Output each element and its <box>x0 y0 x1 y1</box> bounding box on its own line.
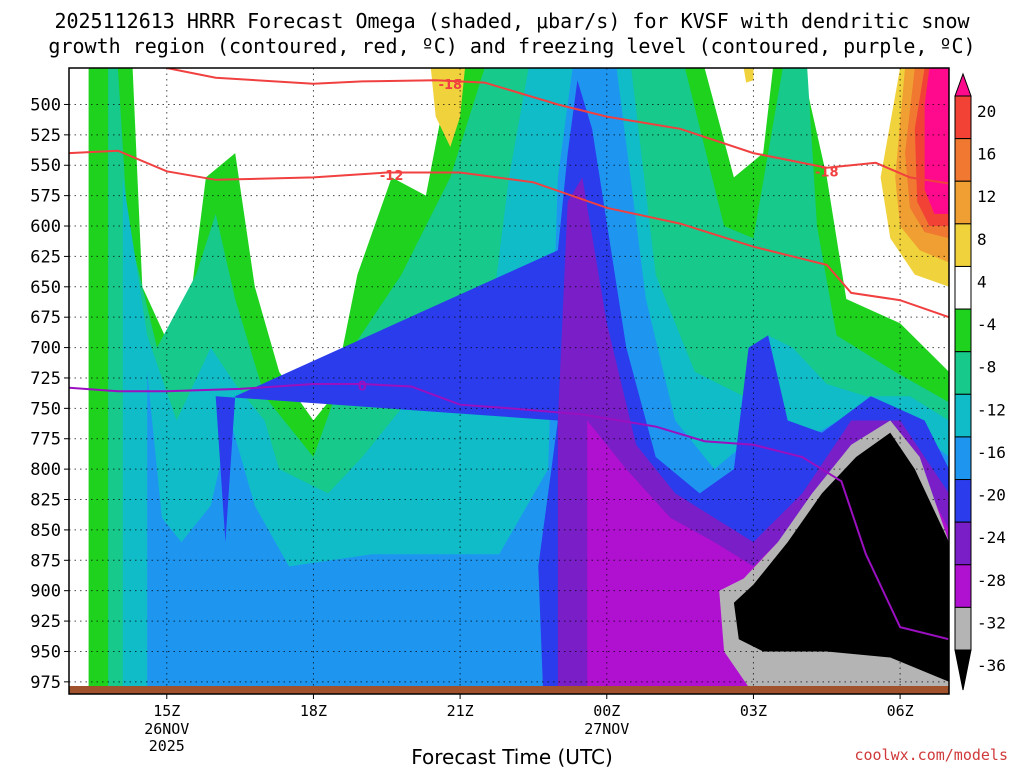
y-tick-label: 950 <box>30 642 61 662</box>
y-tick-label: 525 <box>30 126 61 146</box>
y-tick-label: 900 <box>30 582 61 602</box>
terrain-ground <box>69 686 949 694</box>
y-tick-label: 575 <box>30 187 61 207</box>
contour-label: 0 <box>358 379 367 394</box>
y-tick-label: 775 <box>30 430 61 450</box>
colorbar-swatch <box>954 393 972 438</box>
colorbar-label: -28 <box>977 571 1006 590</box>
plot-frame <box>68 67 950 695</box>
y-tick-label: 850 <box>30 521 61 541</box>
y-tick-label: 875 <box>30 551 61 571</box>
x-tick-label: 18Z <box>300 702 327 720</box>
y-tick-label: 825 <box>30 491 61 511</box>
omega-region-yellow-upper-mid <box>743 68 754 83</box>
y-axis: 500 525 550 575 600 625 650 675 700 725 750 775 800 8… <box>30 95 69 693</box>
colorbar-label: 20 <box>977 102 996 121</box>
colorbar-label: -20 <box>977 486 1006 505</box>
omega-region-black-core <box>733 432 949 682</box>
colorbar-swatch <box>954 479 972 523</box>
colorbar-label: -32 <box>977 613 1006 632</box>
colorbar-swatch <box>954 564 972 608</box>
x-tick-label: 15Z <box>153 702 180 720</box>
y-tick-label: 725 <box>30 369 61 389</box>
x-tick-sublabel: 26NOV <box>144 720 189 738</box>
x-axis-title: Forecast Time (UTC) <box>411 745 613 769</box>
y-tick-label: 600 <box>30 217 61 237</box>
colorbar-swatch <box>954 521 972 566</box>
colorbar: 20 16 12 8 4 -4 -8 -12 -16 -20 -24 -28 -32 -36 <box>954 72 1006 691</box>
contour-label: -12 <box>380 169 404 184</box>
x-tick-sublabel: 27NOV <box>584 720 629 738</box>
contour-label: -18 <box>439 78 463 93</box>
colorbar-label: -8 <box>977 358 996 377</box>
colorbar-label: -12 <box>977 400 1006 419</box>
omega-region-pink-right <box>924 68 949 214</box>
colorbar-label: -36 <box>977 656 1006 675</box>
credit-text: coolwx.com/models <box>854 746 1008 764</box>
colorbar-top-arrow <box>954 72 972 97</box>
colorbar-swatch <box>954 138 972 182</box>
colorbar-swatch <box>954 308 972 353</box>
y-tick-label: 800 <box>30 460 61 480</box>
chart-title-line-2: growth region (contoured, red, ºC) and f… <box>48 34 976 58</box>
x-tick-label: 03Z <box>740 702 767 720</box>
colorbar-label: -16 <box>977 443 1006 462</box>
colorbar-label: 16 <box>977 145 996 164</box>
y-tick-label: 675 <box>30 308 61 328</box>
colorbar-label: -4 <box>977 315 996 334</box>
colorbar-swatch <box>954 606 972 651</box>
contour-line-2 <box>69 383 949 641</box>
y-tick-label: 650 <box>30 278 61 298</box>
y-tick-label: 500 <box>30 95 61 115</box>
omega-region-yellow-upper-left <box>430 68 465 147</box>
y-tick-label: 700 <box>30 339 61 359</box>
y-tick-label: 550 <box>30 156 61 176</box>
contours: -18 -18 -12 0 <box>69 68 949 641</box>
chart-title-line-1: 2025112613 HRRR Forecast Omega (shaded, … <box>54 9 970 33</box>
y-tick-label: 750 <box>30 399 61 419</box>
contour-line-0 <box>166 68 949 185</box>
x-tick-label: 21Z <box>447 702 474 720</box>
colorbar-swatch <box>954 351 972 395</box>
x-tick-label: 00Z <box>593 702 620 720</box>
plot-area: -18 -18 -12 0 <box>69 68 949 694</box>
y-tick-label: 975 <box>30 673 61 693</box>
colorbar-swatch <box>954 265 972 310</box>
x-tick-sublabel: 2025 <box>149 737 185 755</box>
y-tick-label: 625 <box>30 247 61 267</box>
colorbar-swatch <box>954 436 972 481</box>
contour-line-1 <box>69 149 949 319</box>
colorbar-label: 4 <box>977 272 987 291</box>
colorbar-bottom-arrow <box>954 649 972 691</box>
colorbar-label: 12 <box>977 187 996 206</box>
colorbar-swatch <box>954 223 972 267</box>
colorbar-label: -24 <box>977 528 1006 547</box>
colorbar-label: 8 <box>977 230 987 249</box>
colorbar-swatch <box>954 180 972 225</box>
x-tick-label: 06Z <box>887 702 914 720</box>
contour-label: -18 <box>815 165 839 180</box>
y-tick-label: 925 <box>30 612 61 632</box>
colorbar-swatch <box>954 95 972 140</box>
